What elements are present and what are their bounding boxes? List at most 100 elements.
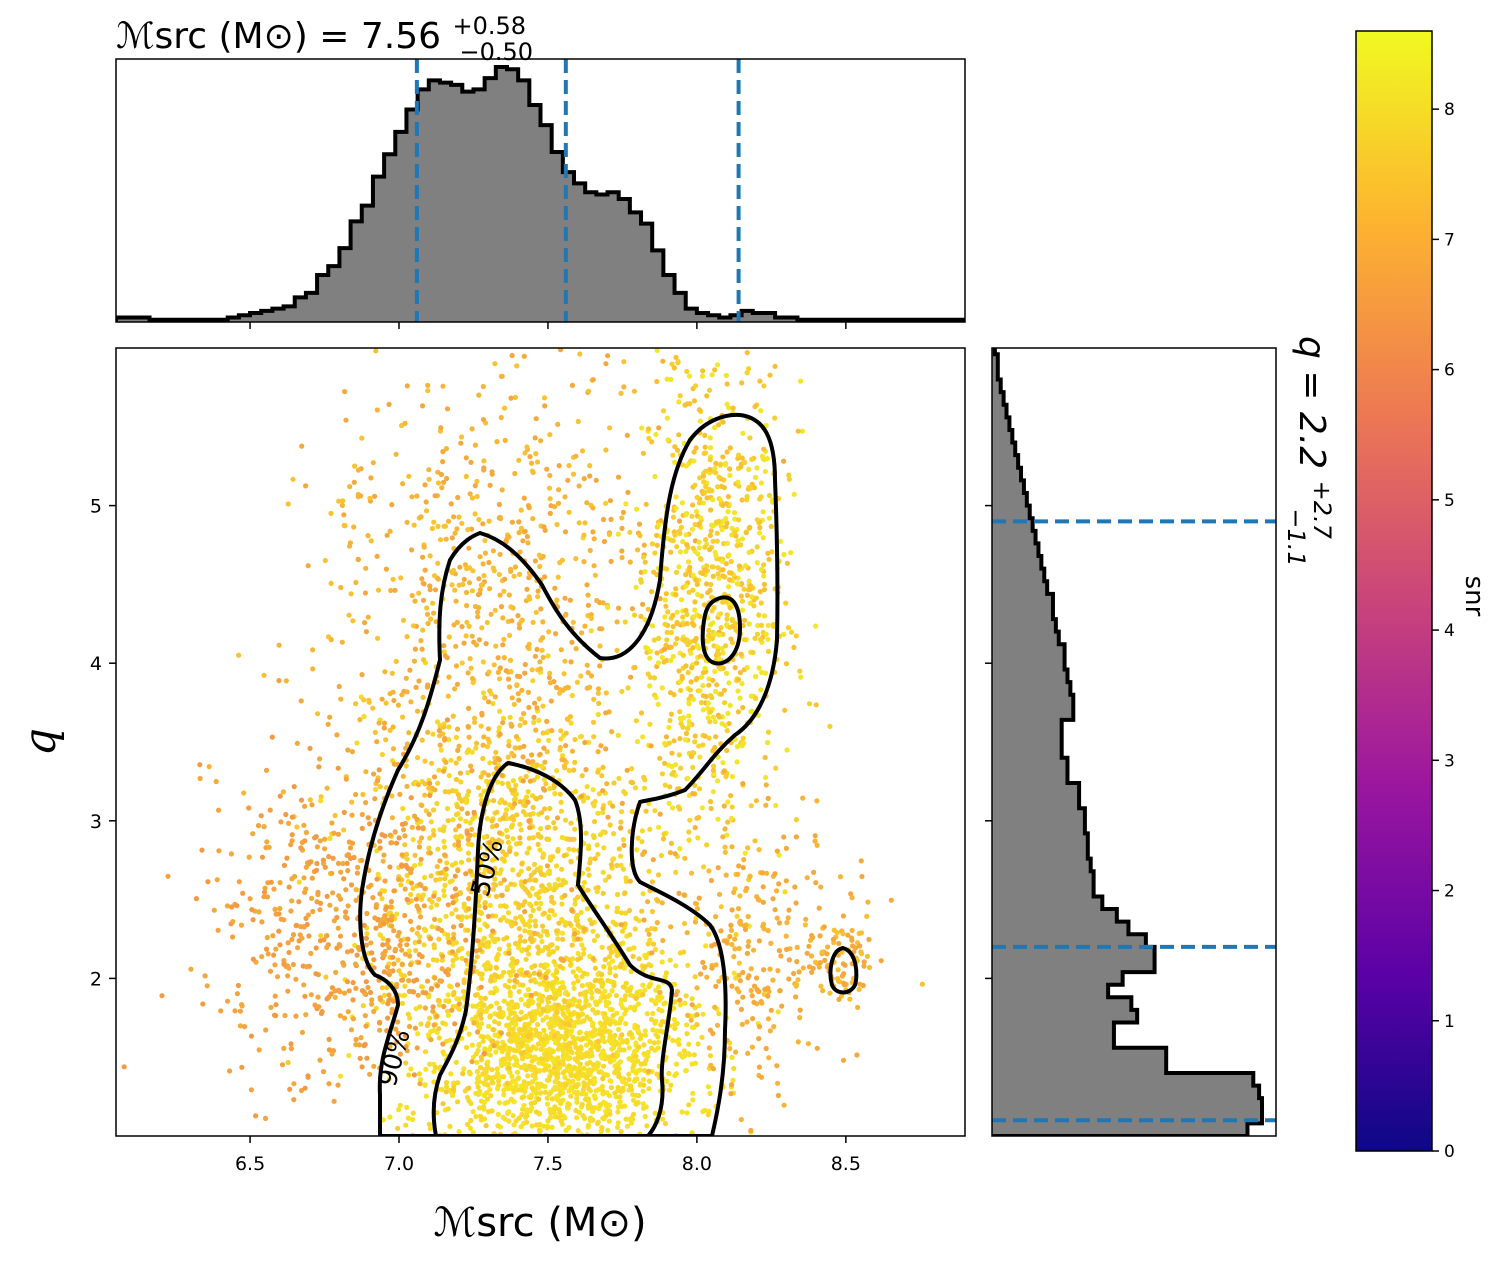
scatter-point — [568, 1040, 574, 1046]
scatter-point — [465, 527, 471, 533]
scatter-point — [529, 752, 535, 758]
scatter-point — [611, 1045, 617, 1051]
scatter-point — [487, 963, 493, 969]
scatter-point — [716, 611, 722, 618]
scatter-point — [635, 1027, 641, 1034]
scatter-point — [494, 1000, 500, 1006]
scatter-point — [592, 572, 598, 578]
scatter-point — [650, 1010, 656, 1017]
scatter-point — [463, 589, 470, 596]
scatter-point — [435, 480, 441, 486]
scatter-point — [666, 800, 672, 807]
scatter-point — [525, 1038, 532, 1044]
scatter-point — [346, 612, 352, 618]
scatter-point — [626, 946, 632, 952]
scatter-point — [495, 1111, 501, 1117]
scatter-point — [338, 584, 344, 591]
scatter-point — [335, 860, 342, 867]
scatter-point — [624, 432, 630, 438]
scatter-point — [789, 629, 795, 635]
scatter-point — [569, 639, 575, 645]
scatter-point — [541, 787, 548, 793]
scatter-point — [600, 516, 607, 523]
scatter-point — [471, 1020, 477, 1026]
scatter-point — [683, 1068, 689, 1074]
scatter-point — [640, 601, 646, 607]
top-hist-bar — [406, 109, 419, 322]
scatter-point — [660, 836, 667, 842]
scatter-point — [723, 524, 729, 530]
scatter-point — [272, 906, 278, 913]
scatter-point — [550, 980, 556, 986]
scatter-point — [683, 548, 689, 555]
scatter-point — [543, 1014, 550, 1020]
scatter-point — [701, 479, 707, 485]
scatter-point — [316, 1004, 322, 1010]
scatter-point — [285, 940, 291, 946]
scatter-point — [297, 932, 303, 938]
scatter-point — [722, 849, 728, 855]
scatter-point — [725, 799, 731, 805]
scatter-point — [399, 714, 406, 720]
scatter-point — [567, 1031, 573, 1037]
scatter-point — [610, 958, 616, 964]
scatter-point — [639, 839, 645, 845]
scatter-point — [286, 820, 292, 827]
scatter-point — [600, 1115, 606, 1121]
scatter-point — [627, 932, 633, 938]
scatter-point — [508, 395, 514, 401]
scatter-point — [441, 643, 447, 649]
scatter-point — [525, 644, 531, 650]
scatter-point — [579, 983, 586, 989]
scatter-point — [487, 840, 493, 846]
scatter-point — [374, 635, 381, 641]
scatter-point — [559, 957, 565, 963]
scatter-point — [579, 448, 586, 454]
scatter-point — [806, 701, 813, 707]
scatter-point — [507, 1069, 513, 1075]
scatter-point — [596, 1044, 602, 1050]
scatter-point — [590, 719, 597, 725]
scatter-point — [584, 906, 591, 912]
scatter-point — [610, 803, 616, 809]
scatter-point — [561, 985, 567, 991]
scatter-point — [754, 560, 760, 566]
scatter-point — [414, 493, 420, 499]
top-hist-bar — [250, 313, 262, 322]
scatter-point — [731, 529, 738, 535]
scatter-point — [556, 920, 562, 926]
scatter-point — [493, 643, 499, 649]
scatter-point — [480, 417, 487, 423]
scatter-point — [501, 998, 507, 1004]
scatter-point — [546, 1020, 553, 1026]
scatter-point — [490, 928, 496, 934]
scatter-point — [584, 784, 590, 790]
scatter-point — [720, 454, 726, 460]
scatter-point — [419, 954, 425, 960]
scatter-point — [440, 1101, 446, 1107]
scatter-point — [515, 901, 521, 907]
scatter-point — [526, 1032, 532, 1039]
scatter-point — [593, 477, 599, 483]
scatter-point — [748, 693, 755, 699]
scatter-point — [326, 1081, 332, 1087]
scatter-point — [442, 737, 448, 743]
scatter-point — [719, 558, 726, 565]
scatter-point — [322, 836, 328, 842]
scatter-point — [761, 573, 767, 579]
scatter-point — [765, 636, 771, 642]
scatter-point — [651, 998, 658, 1005]
scatter-point — [524, 586, 530, 592]
scatter-point — [577, 1050, 583, 1056]
scatter-point — [527, 778, 533, 784]
scatter-point — [666, 1070, 672, 1077]
top-hist-bar — [116, 317, 128, 322]
scatter-point — [403, 745, 409, 751]
scatter-point — [651, 675, 658, 681]
scatter-point — [552, 1033, 558, 1039]
scatter-point — [558, 736, 564, 742]
scatter-point — [532, 700, 538, 706]
scatter-point — [749, 456, 755, 462]
scatter-point — [641, 1067, 648, 1074]
scatter-point — [392, 829, 398, 835]
